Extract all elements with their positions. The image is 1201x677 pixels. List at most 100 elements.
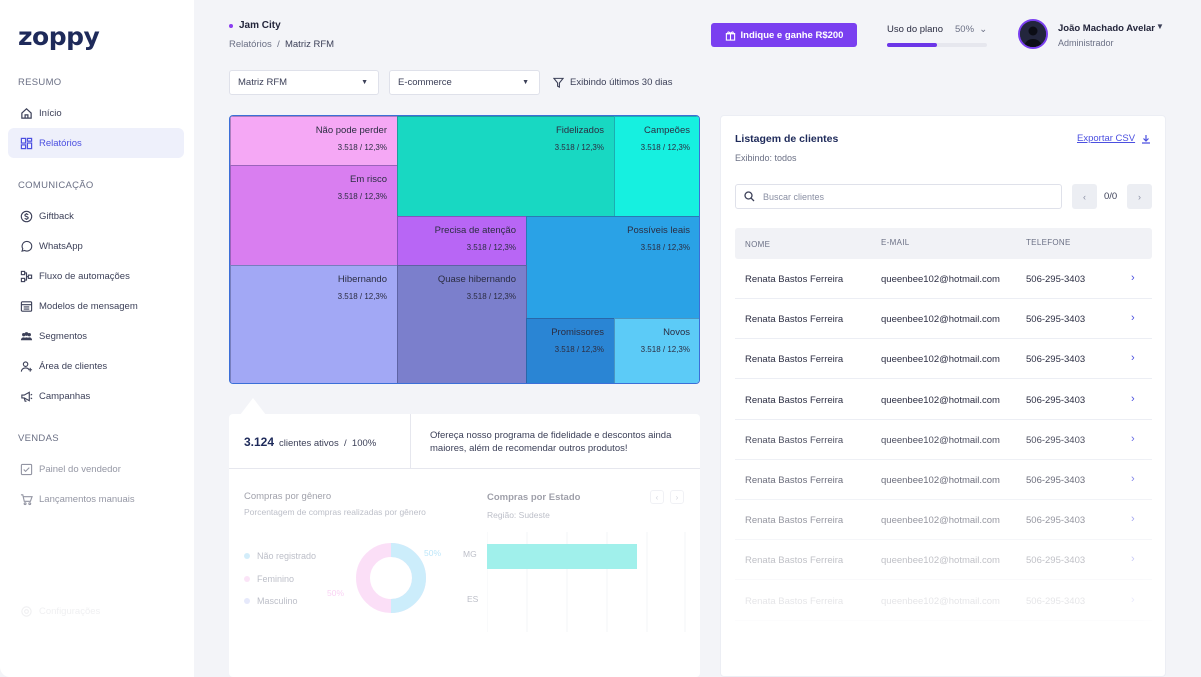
sidebar-item-modelos[interactable]: Modelos de mensagem [8,291,184,321]
template-icon [19,299,33,313]
segment-hibernando[interactable]: Hibernando 3.518 / 12,3% [230,265,398,383]
plan-usage: Uso do plano 50% ⌄ [887,24,987,35]
client-name: Renata Bastos Ferreira [745,595,844,607]
legend-item: Feminino [244,574,294,584]
breadcrumb-parent[interactable]: Relatórios [229,39,272,50]
chevron-right-icon[interactable]: › [1131,432,1135,445]
sidebar-item-campanhas[interactable]: Campanhas [8,381,184,411]
chevron-right-icon[interactable]: › [1131,553,1135,566]
store-name[interactable]: Jam City [229,20,281,31]
sidebar-item-configuracoes[interactable]: Configurações [8,596,184,626]
state-label-es: ES [467,594,479,604]
matrix-select[interactable]: Matriz RFM ▼ [229,70,379,95]
state-next-button[interactable]: › [670,490,684,504]
client-email: queenbee102@hotmail.com [881,274,1000,285]
caret-down-icon: ▼ [522,79,529,86]
flow-icon [19,269,33,283]
table-row[interactable]: Renata Bastos Ferreira queenbee102@hotmai… [735,420,1152,460]
client-name: Renata Bastos Ferreira [745,394,844,406]
reports-icon [19,136,33,150]
segment-nao-pode-perder[interactable]: Não pode perder 3.518 / 12,3% [230,116,398,166]
table-row[interactable]: Renata Bastos Ferreira queenbee102@hotmai… [735,259,1152,299]
segment-label: Possíveis leais [627,225,690,236]
chevron-right-icon[interactable]: › [1131,352,1135,365]
user-name[interactable]: João Machado Avelar [1058,23,1155,34]
sidebar-item-inicio[interactable]: Início [8,98,184,128]
state-prev-button[interactable]: ‹ [650,490,664,504]
segment-em-risco[interactable]: Em risco 3.518 / 12,3% [230,165,398,266]
check-square-icon [19,462,33,476]
segment-value: 3.518 / 12,3% [640,143,690,152]
cart-icon [19,492,33,506]
column-header-name[interactable]: NOME [745,240,771,249]
legend-dot [244,576,250,582]
section-title-comunicacao: COMUNICAÇÃO [18,180,94,191]
breadcrumb: Relatórios / Matriz RFM [229,39,334,50]
segment-fidelizados[interactable]: Fidelizados 3.518 / 12,3% [397,116,615,217]
table-row[interactable]: Renata Bastos Ferreira queenbee102@hotmai… [735,339,1152,380]
donut-slice-feminino [356,543,426,613]
segment-quase-hibernando[interactable]: Quase hibernando 3.518 / 12,3% [397,265,527,383]
chevron-right-icon[interactable]: › [1131,513,1135,526]
client-list-card: Listagem de clientes Exibindo: todos Exp… [720,115,1166,677]
sidebar-item-area-clientes[interactable]: Área de clientes [8,351,184,381]
segment-novos[interactable]: Novos 3.518 / 12,3% [614,318,699,383]
plan-progress-fill [887,43,937,47]
sidebar-item-giftback[interactable]: Giftback [8,201,184,231]
segment-precisa-atencao[interactable]: Precisa de atenção 3.518 / 12,3% [397,216,527,266]
client-email: queenbee102@hotmail.com [881,515,1000,527]
segment-possiveis-leais[interactable]: Possíveis leais 3.518 / 12,3% [526,216,699,319]
megaphone-icon [19,389,33,403]
sidebar-item-label: Início [39,107,62,119]
sidebar-item-relatorios[interactable]: Relatórios [8,128,184,158]
legend-dot [244,553,250,559]
column-header-phone[interactable]: TELEFONE [1026,238,1071,247]
table-row[interactable]: Renata Bastos Ferreira queenbee102@hotmai… [735,581,1152,621]
chevron-right-icon[interactable]: › [1131,593,1135,606]
search-input[interactable]: Buscar clientes [735,184,1062,209]
sidebar-item-whatsapp[interactable]: WhatsApp [8,231,184,261]
chat-icon [19,239,33,253]
users-icon [19,329,33,343]
sidebar-item-label: Fluxo de automações [39,270,130,282]
export-csv-button[interactable]: Exportar CSV [1077,133,1151,144]
sidebar-item-lancamentos[interactable]: Lançamentos manuais [8,484,184,514]
segment-label: Hibernando [337,274,387,285]
channel-select[interactable]: E-commerce ▼ [389,70,540,95]
table-row[interactable]: Renata Bastos Ferreira queenbee102@hotmai… [735,540,1152,581]
client-email: queenbee102@hotmail.com [881,434,1000,446]
user-menu-caret-icon[interactable]: ▼ [1156,22,1164,31]
gender-chart-subtitle: Porcentagem de compras realizadas por gê… [244,507,426,517]
chevron-right-icon[interactable]: › [1131,392,1135,405]
avatar[interactable] [1018,19,1048,49]
table-row[interactable]: Renata Bastos Ferreira queenbee102@hotmai… [735,299,1152,340]
sidebar-item-fluxo[interactable]: Fluxo de automações [8,261,184,291]
segment-campeoes[interactable]: Campeões 3.518 / 12,3% [614,116,699,217]
client-email: queenbee102@hotmail.com [881,314,1000,326]
prev-page-button[interactable]: ‹ [1072,184,1097,209]
table-row[interactable]: Renata Bastos Ferreira queenbee102@hotmai… [735,460,1152,500]
table-row[interactable]: Renata Bastos Ferreira queenbee102@hotmai… [735,380,1152,420]
home-icon [19,106,33,120]
period-filter[interactable]: Exibindo últimos 30 dias [553,77,672,88]
segment-label: Promissores [551,327,604,338]
segment-promissores[interactable]: Promissores 3.518 / 12,3% [526,318,615,383]
next-page-button[interactable]: › [1127,184,1152,209]
rfm-treemap: Não pode perder 3.518 / 12,3% Em risco 3.5… [229,115,700,384]
search-icon [744,191,755,202]
client-name: Renata Bastos Ferreira [745,434,844,446]
sidebar-item-painel-vendedor[interactable]: Painel do vendedor [8,454,184,484]
client-name: Renata Bastos Ferreira [745,515,844,527]
chevron-right-icon[interactable]: › [1131,272,1135,284]
plan-dropdown[interactable]: 50% ⌄ [955,24,988,35]
sidebar-item-segmentos[interactable]: Segmentos [8,321,184,351]
chevron-right-icon[interactable]: › [1131,473,1135,485]
client-name: Renata Bastos Ferreira [745,314,844,326]
zoppy-logo[interactable]: zoppy [18,22,100,51]
user-photo-icon [1020,21,1046,47]
table-row[interactable]: Renata Bastos Ferreira queenbee102@hotmai… [735,500,1152,541]
chevron-right-icon[interactable]: › [1131,312,1135,325]
referral-button[interactable]: Indique e ganhe R$200 [711,23,857,47]
column-header-email[interactable]: E-MAIL [881,238,910,247]
dollar-icon [19,209,33,223]
